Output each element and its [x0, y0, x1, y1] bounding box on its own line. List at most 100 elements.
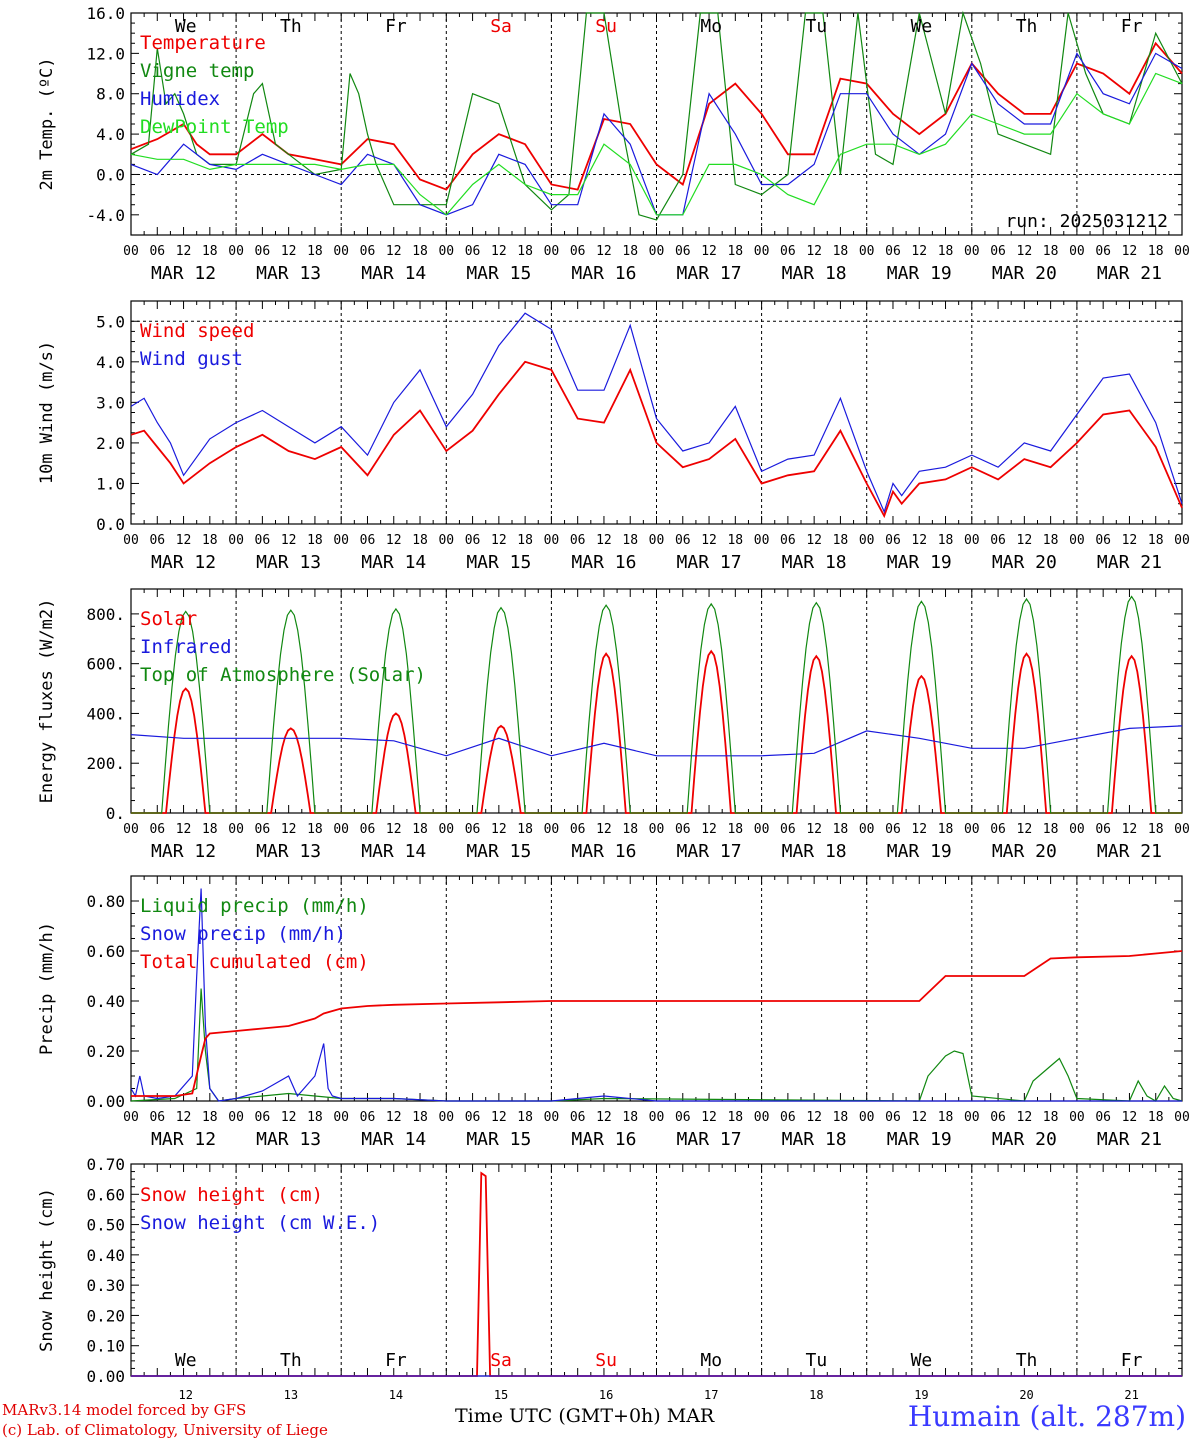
hour-tick-label: 00 [964, 244, 980, 259]
hour-tick-label: 00 [754, 533, 770, 548]
hour-tick-label: 12 [1017, 244, 1033, 259]
hour-tick-label: 06 [255, 822, 271, 837]
panel-frame [130, 300, 1183, 525]
hour-tick-label: 00 [123, 1110, 139, 1125]
hour-tick-label: 00 [649, 822, 665, 837]
hour-tick-label: 00 [754, 244, 770, 259]
hour-tick-label: 06 [990, 533, 1006, 548]
day-name: We [175, 16, 197, 37]
hour-tick-label: 06 [465, 822, 481, 837]
hour-tick-label: 18 [622, 822, 638, 837]
y-tick-label: 800. [86, 605, 125, 624]
hour-tick-label: 00 [1069, 533, 1085, 548]
hour-tick-label: 12 [491, 822, 507, 837]
date-label: MAR 14 [361, 263, 426, 284]
y-tick-label: 0.50 [86, 1216, 125, 1235]
date-label: MAR 13 [256, 552, 321, 573]
hour-tick-label: 18 [1043, 1110, 1059, 1125]
hour-tick-label: 18 [727, 533, 743, 548]
hour-tick-label: 00 [438, 1110, 454, 1125]
hour-tick-label: 00 [964, 822, 980, 837]
hour-tick-label: 00 [859, 244, 875, 259]
hour-tick-label: 00 [123, 822, 139, 837]
y-tick-label: 0.0 [96, 515, 125, 534]
hour-tick-label: 12 [176, 533, 192, 548]
hour-tick-label: 00 [544, 533, 560, 548]
footer-model: MARv3.14 model forced by GFS [2, 1401, 247, 1419]
hour-tick-label: 18 [1148, 533, 1164, 548]
y-tick-label: 0.60 [86, 1185, 125, 1204]
y-tick-label: 200. [86, 754, 125, 773]
hour-tick-label: 12 [596, 244, 612, 259]
date-label: MAR 15 [466, 1129, 531, 1150]
bottom-date-label: 15 [494, 1388, 508, 1402]
y-tick-label: 0.40 [86, 1246, 125, 1265]
day-name: Th [280, 1350, 302, 1371]
hour-tick-label: 12 [1122, 244, 1138, 259]
hour-tick-label: 18 [727, 822, 743, 837]
date-label: MAR 20 [992, 1129, 1057, 1150]
date-label: MAR 13 [256, 263, 321, 284]
hour-tick-label: 06 [990, 1110, 1006, 1125]
hour-tick-label: 18 [517, 244, 533, 259]
date-label: MAR 16 [571, 552, 636, 573]
hour-tick-label: 12 [491, 533, 507, 548]
hour-tick-label: 00 [649, 533, 665, 548]
y-axis-label: Snow height (cm) [37, 1188, 57, 1352]
day-name: Su [595, 1350, 617, 1371]
date-label: MAR 17 [677, 1129, 742, 1150]
hour-tick-label: 06 [465, 244, 481, 259]
series-line-wind-speed [130, 360, 1183, 519]
hour-tick-label: 12 [1122, 1110, 1138, 1125]
bottom-date-label: 18 [809, 1388, 823, 1402]
hour-tick-label: 18 [202, 244, 218, 259]
date-label: MAR 13 [256, 1129, 321, 1150]
hour-tick-label: 18 [1043, 533, 1059, 548]
hour-tick-label: 00 [333, 244, 349, 259]
hour-tick-label: 12 [701, 822, 717, 837]
legend-entry: Temperature [140, 32, 266, 54]
hour-tick-label: 12 [701, 533, 717, 548]
hour-tick-label: 18 [622, 533, 638, 548]
run-annotation: run: 2025031212 [1005, 211, 1168, 232]
hour-tick-label: 06 [149, 244, 165, 259]
date-label: MAR 17 [677, 841, 742, 862]
day-name: Tu [805, 1350, 827, 1371]
legend-entry: Total cumulated (cm) [140, 951, 369, 973]
y-tick-label: 16.0 [86, 4, 125, 23]
hour-tick-label: 06 [360, 533, 376, 548]
legend-entry: Liquid precip (mm/h) [140, 895, 369, 917]
hour-tick-label: 00 [228, 244, 244, 259]
y-tick-label: 0. [106, 804, 125, 823]
y-tick-label: 0.0 [96, 165, 125, 184]
y-tick-label: 0.60 [86, 942, 125, 961]
date-label: MAR 15 [466, 552, 531, 573]
hour-tick-label: 06 [149, 822, 165, 837]
hour-tick-label: 18 [833, 1110, 849, 1125]
hour-tick-label: 12 [491, 1110, 507, 1125]
hour-tick-label: 06 [885, 1110, 901, 1125]
day-name: Th [1016, 1350, 1038, 1371]
y-tick-label: 0.80 [86, 892, 125, 911]
hour-tick-label: 18 [412, 244, 428, 259]
bottom-date-label: 16 [599, 1388, 613, 1402]
date-label: MAR 17 [677, 263, 742, 284]
hour-tick-label: 12 [176, 822, 192, 837]
hour-tick-label: 12 [176, 244, 192, 259]
series-line-vigne-temp [130, 10, 1183, 221]
date-label: MAR 16 [571, 1129, 636, 1150]
hour-tick-label: 12 [806, 1110, 822, 1125]
hour-tick-label: 00 [1069, 1110, 1085, 1125]
hour-tick-label: 00 [754, 1110, 770, 1125]
legend-entry: DewPoint Temp [140, 116, 289, 138]
hour-tick-label: 18 [938, 822, 954, 837]
hour-tick-label: 06 [149, 1110, 165, 1125]
y-tick-label: 8.0 [96, 85, 125, 104]
day-name: Th [1016, 16, 1038, 37]
hour-tick-label: 06 [675, 244, 691, 259]
day-name: Fr [1121, 16, 1143, 37]
hour-tick-label: 12 [176, 1110, 192, 1125]
hour-tick-label: 00 [228, 533, 244, 548]
hour-tick-label: 00 [228, 1110, 244, 1125]
date-label: MAR 21 [1097, 1129, 1162, 1150]
